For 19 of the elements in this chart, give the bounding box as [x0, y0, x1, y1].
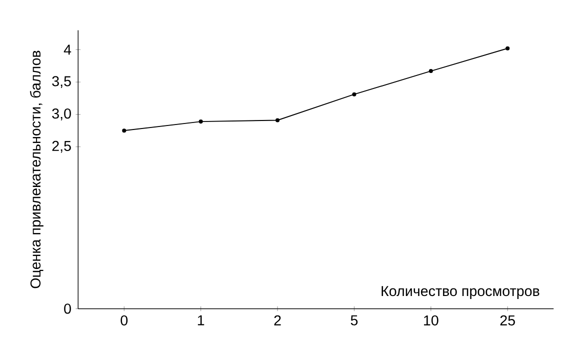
point — [198, 119, 203, 124]
point — [275, 118, 280, 122]
x-tick-label: 25 — [500, 315, 515, 326]
y-axis-title: Оценка привлекательности, баллов — [30, 50, 44, 288]
point — [428, 68, 433, 74]
x-tick-label: 0 — [120, 315, 128, 326]
point — [122, 128, 126, 133]
y-tick-label: 4 — [64, 44, 72, 55]
x-tick-label: 5 — [350, 315, 358, 326]
y-tick-label: 2,5 — [52, 140, 71, 153]
x-tick-label: 1 — [198, 315, 204, 326]
x-tick-label: 2 — [274, 315, 281, 326]
x-tick-label: 10 — [424, 315, 438, 326]
x-axis-title: Количество просмотров — [382, 286, 540, 299]
y-tick-label: 3,0 — [52, 108, 71, 120]
point — [352, 92, 356, 96]
y-tick-label: 3,5 — [52, 76, 71, 88]
point — [506, 46, 510, 50]
y-tick-label: 0 — [64, 304, 71, 314]
